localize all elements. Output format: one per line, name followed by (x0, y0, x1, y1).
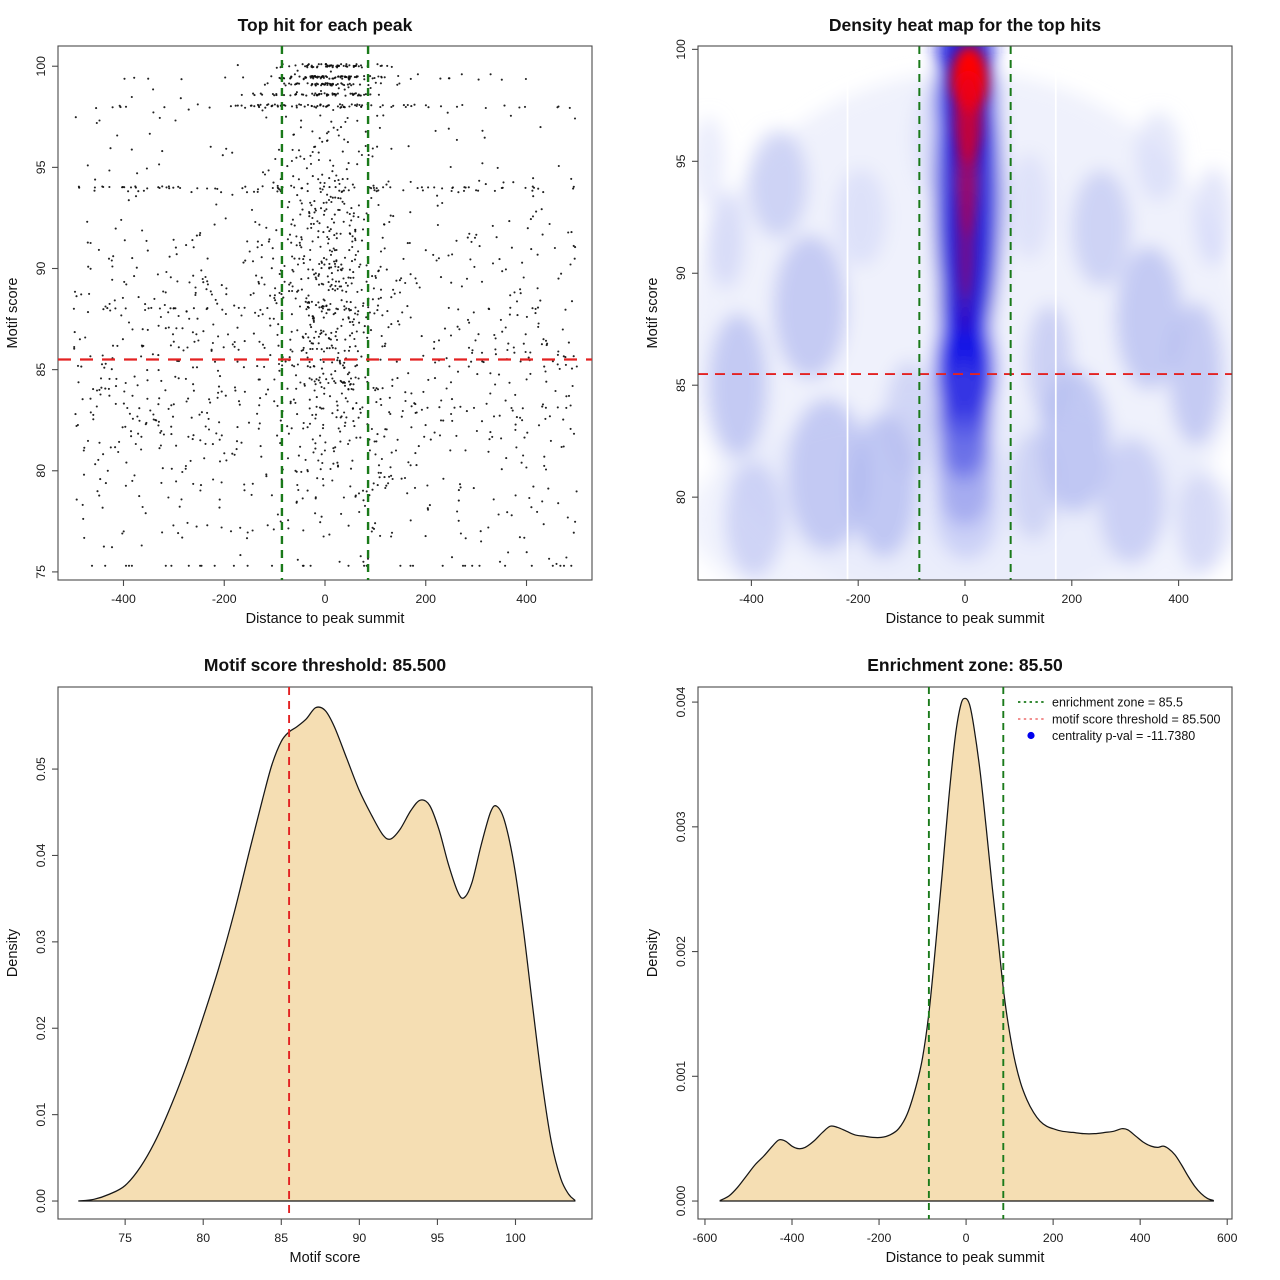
y-tick-label: 100 (34, 56, 48, 77)
y-tick-label: 90 (674, 266, 688, 280)
panel-enrichment-zone-density: -600 -400 -200 0 200 400 600 0.000 0.001 0.002 0.0… (640, 640, 1280, 1280)
x-tick-label: 0 (962, 592, 969, 606)
x-tick-label: 0 (322, 592, 329, 606)
plot-box (697, 686, 1233, 1220)
panel-title: Density heat map for the top hits (829, 15, 1102, 35)
legend-entry-enrichment-zone: enrichment zone = 85.5 (1052, 696, 1183, 710)
x-axis-label: Distance to peak summit (886, 1250, 1045, 1266)
x-tick-label: 95 (431, 1231, 445, 1245)
x-tick-label: -400 (739, 592, 764, 606)
x-tick-label: 400 (1130, 1231, 1151, 1245)
legend-entry-centrality-pval: centrality p-val = -11.7380 (1052, 729, 1195, 743)
x-axis-label: Motif score (290, 1250, 361, 1266)
motif-density-plot-area: 75 80 85 90 95 100 0.00 0.01 0.02 0.03 0.04 0.05 (34, 686, 593, 1245)
y-tick-label: 90 (34, 262, 48, 276)
panel-motif-score-density: 75 80 85 90 95 100 0.00 0.01 0.02 0.03 0.04 0.05 Mo… (0, 640, 640, 1280)
y-tick-label: 95 (34, 160, 48, 174)
y-tick-label: 0.002 (674, 936, 688, 967)
x-axis-label: Distance to peak summit (886, 611, 1045, 627)
y-tick-label: 0.01 (34, 1103, 48, 1127)
y-tick-label: 0.05 (34, 757, 48, 781)
y-tick-label: 0.02 (34, 1016, 48, 1040)
plot-box (697, 45, 1233, 581)
y-axis-label: Motif score (645, 278, 661, 349)
y-tick-label: 0.03 (34, 930, 48, 954)
motif-density-svg: 75 80 85 90 95 100 0.00 0.01 0.02 0.03 0.04 0.05 Mo… (5, 655, 593, 1266)
x-tick-label: 90 (353, 1231, 367, 1245)
y-tick-label: 95 (674, 154, 688, 168)
enrichment-density-svg: -600 -400 -200 0 200 400 600 0.000 0.001 0.002 0.0… (645, 655, 1238, 1266)
y-tick-label: 85 (34, 363, 48, 377)
x-tick-label: 100 (505, 1231, 526, 1245)
scatter-plot-area: -400 -200 0 200 400 75 80 85 90 95 100 (34, 45, 593, 606)
panel-top-hit-scatter: -400 -200 0 200 400 75 80 85 90 95 100 Top hit for… (0, 0, 640, 640)
x-tick-label: 80 (196, 1231, 210, 1245)
scatter-points (72, 63, 578, 567)
density-curve (78, 706, 576, 1202)
x-axis-label: Distance to peak summit (246, 611, 405, 627)
y-tick-label: 0.00 (34, 1189, 48, 1213)
y-tick-label: 0.04 (34, 843, 48, 867)
y-axis-label: Density (5, 928, 21, 977)
x-tick-label: 200 (1043, 1231, 1064, 1245)
legend-entry-motif-threshold: motif score threshold = 85.500 (1052, 713, 1221, 727)
y-tick-label: 0.004 (674, 687, 688, 718)
x-tick-label: -200 (846, 592, 871, 606)
y-tick-label: 0.000 (674, 1185, 688, 1216)
heatmap-image (698, 46, 1232, 580)
enrichment-density-plot-area: -600 -400 -200 0 200 400 600 0.000 0.001 0.002 0.0… (674, 686, 1238, 1245)
density-curve (719, 697, 1214, 1202)
centrality-dot-swatch (1027, 731, 1035, 740)
y-tick-label: 0.003 (674, 811, 688, 842)
y-axis-label: Motif score (5, 278, 21, 349)
y-tick-label: 80 (674, 490, 688, 504)
y-tick-label: 80 (34, 464, 48, 478)
panel-density-heatmap: -400 -200 0 200 400 80 85 90 95 100 Density heat … (640, 0, 1280, 640)
legend: enrichment zone = 85.5 motif score thres… (1018, 696, 1221, 743)
heatmap-svg: -400 -200 0 200 400 80 85 90 95 100 Density heat … (645, 15, 1233, 627)
y-axis-label: Density (645, 928, 661, 977)
x-tick-label: -200 (867, 1231, 892, 1245)
panel-title: Motif score threshold: 85.500 (204, 655, 446, 675)
scatter-plot-svg: -400 -200 0 200 400 75 80 85 90 95 100 Top hit for… (5, 15, 593, 627)
plot-box (57, 686, 593, 1220)
panel-title: Top hit for each peak (238, 15, 413, 35)
x-tick-label: 200 (1062, 592, 1083, 606)
panel-title: Enrichment zone: 85.50 (867, 655, 1063, 675)
axes: -400 -200 0 200 400 75 80 85 90 95 100 (34, 45, 593, 606)
x-tick-label: -600 (693, 1231, 718, 1245)
axes: 75 80 85 90 95 100 0.00 0.01 0.02 0.03 0.04 0.05 (34, 686, 593, 1245)
x-tick-label: -200 (212, 592, 237, 606)
x-tick-label: 600 (1217, 1231, 1238, 1245)
x-tick-label: 85 (274, 1231, 288, 1245)
x-tick-label: 75 (118, 1231, 132, 1245)
x-tick-label: 0 (963, 1231, 970, 1245)
y-tick-label: 0.001 (674, 1061, 688, 1092)
plot-box (57, 45, 593, 581)
axes: -600 -400 -200 0 200 400 600 0.000 0.001 0.002 0.0… (674, 686, 1238, 1245)
x-tick-label: 400 (516, 592, 537, 606)
y-tick-label: 100 (674, 39, 688, 60)
x-tick-label: 400 (1168, 592, 1189, 606)
x-tick-label: -400 (780, 1231, 805, 1245)
x-tick-label: -400 (111, 592, 136, 606)
axes: -400 -200 0 200 400 80 85 90 95 100 (674, 39, 1233, 606)
y-tick-label: 85 (674, 378, 688, 392)
x-tick-label: 200 (415, 592, 436, 606)
y-tick-label: 75 (34, 565, 48, 579)
heatmap-plot-area: -400 -200 0 200 400 80 85 90 95 100 (674, 39, 1233, 606)
